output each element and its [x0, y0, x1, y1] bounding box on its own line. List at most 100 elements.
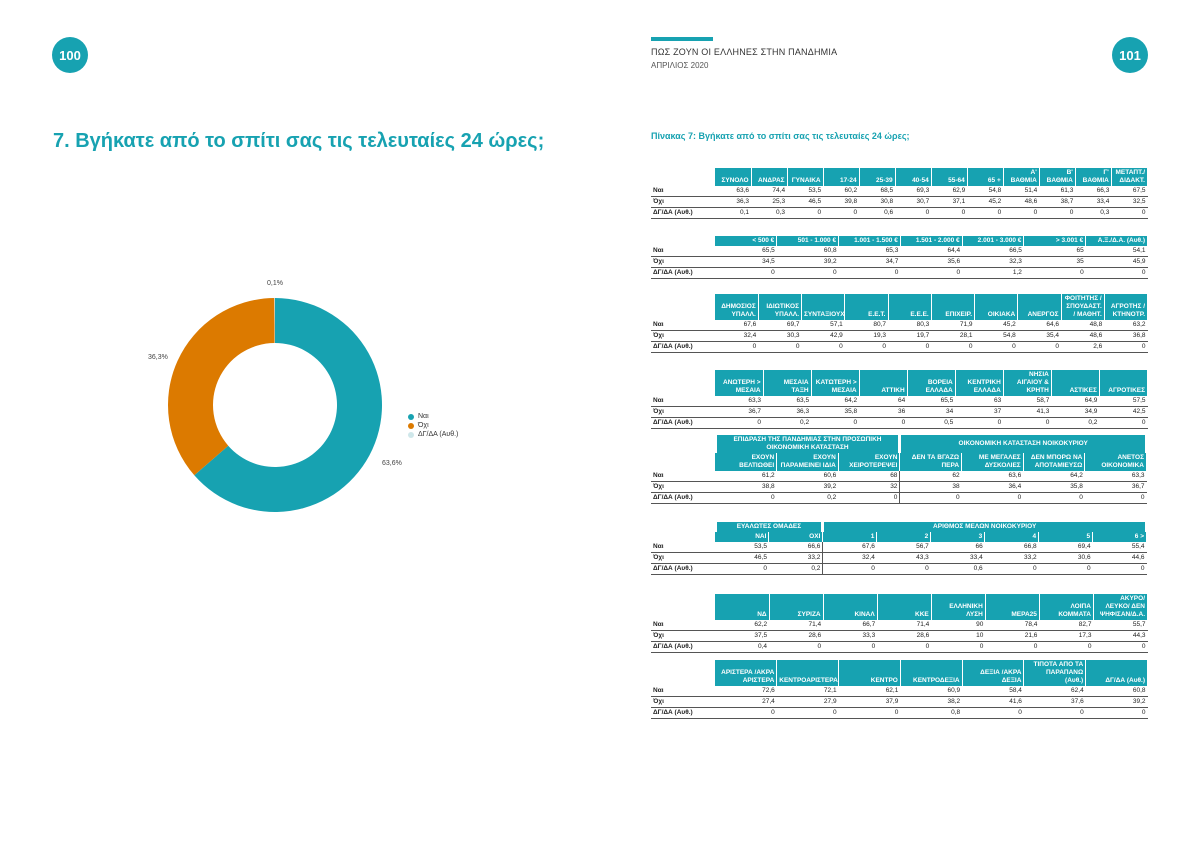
table-cell: 37 [955, 406, 1004, 418]
legend-item: Όχι [408, 421, 458, 430]
table-cell: 0 [1023, 707, 1086, 719]
table-cell: 68,5 [859, 186, 896, 197]
table-row: Ναι 62,2 71,4 66,7 71,4 90 78,4 82,7 55,7 [651, 620, 1148, 631]
column-header: ΔΕΞΙΑ /ΑΚΡΑ ΔΕΞΙΑ [962, 660, 1025, 686]
table-cell: 32,4 [715, 330, 759, 342]
donut-slice-yes [194, 298, 382, 512]
table-cell: 0 [1039, 207, 1076, 219]
column-header: ΕΠΙΧΕΙΡ. [931, 294, 976, 320]
table-cell: 0 [1017, 341, 1061, 353]
column-header: ΑΝΕΡΓΟΣ [1017, 294, 1062, 320]
column-header: ΜΕΡΑ25 [985, 594, 1040, 620]
column-header: 40-54 [895, 168, 932, 186]
column-header: ΓΥΝΑΙΚΑ [787, 168, 824, 186]
table-cell: 63,2 [1104, 320, 1148, 331]
column-header: ΚΑΤΩΤΕΡΗ > ΜΕΣΑΙΑ [811, 370, 860, 396]
column-header: 501 - 1.000 € [776, 236, 840, 246]
column-header: 2.001 - 3.000 € [962, 236, 1025, 246]
table-cell: 60,9 [900, 686, 963, 697]
table-row: Ναι 72,6 72,1 62,1 60,9 58,4 62,4 60,8 [651, 686, 1148, 697]
column-header: ΚΕΝΤΡΙΚΗ ΕΛΛΑΔΑ [955, 370, 1004, 396]
table-cell: 35,6 [900, 256, 963, 268]
table-cell: 32 [838, 481, 901, 493]
table-cell: 44,6 [1092, 552, 1147, 564]
table-cell: 0 [787, 207, 824, 219]
table-cell: 25,3 [751, 196, 788, 208]
table-cell: 66,7 [823, 620, 878, 631]
table-cell: 0 [1003, 417, 1052, 429]
column-header: ΣΥΝΤΑΞΙΟΥΧΟΣ [801, 294, 846, 320]
table-cell: 28,1 [931, 330, 975, 342]
table-cell: 36,7 [715, 406, 764, 418]
header-corner [651, 532, 715, 542]
column-header: Ε.Ε.Ε. [888, 294, 932, 320]
table-cell: 63,6 [715, 186, 752, 197]
table-cell: 63 [955, 396, 1004, 407]
column-header: ΑΝΕΤΟΣ ΟΙΚΟΝΟΜΙΚΑ [1084, 453, 1147, 471]
row-label: Ναι [651, 320, 715, 331]
crosstab-table-3: ΔΗΜΟΣΙΟΣ ΥΠΑΛΛ. ΙΔΙΩΤΙΚΟΣ ΥΠΑΛΛ. ΣΥΝΤΑΞΙΟΥ… [651, 294, 1149, 353]
group-header-blank [651, 435, 717, 453]
table-cell: 43,3 [876, 552, 931, 564]
table-cell: 34 [907, 406, 956, 418]
column-header: Α.Ξ./Δ.Α. (Αυθ.) [1085, 236, 1148, 246]
row-label: Ναι [651, 471, 715, 482]
table-cell: 46,5 [787, 196, 824, 208]
table-row: Ναι 67,6 69,7 57,1 80,7 80,3 71,9 45,2 64,6 48,8 6… [651, 320, 1148, 331]
table-cell: 0 [888, 341, 932, 353]
table-cell: 35,8 [1023, 481, 1085, 493]
group-header: ΟΙΚΟΝΟΜΙΚΗ ΚΑΤΑΣΤΑΣΗ ΝΟΙΚΟΚΥΡΙΟΥ [899, 435, 1148, 453]
table-cell: 71,4 [769, 620, 824, 631]
table-cell: 63,3 [715, 396, 764, 407]
column-header: 6 > [1092, 532, 1147, 542]
table-cell: 37,9 [838, 696, 901, 708]
table-cell: 65,5 [907, 396, 956, 407]
table-row: ΔΓ/ΔΑ (Αυθ.) 0 0,2 0 0 0,5 0 0 0,2 0 [651, 417, 1148, 429]
column-header: ΤΙΠΟΤΑ ΑΠΟ ΤΑ ΠΑΡΑΠΑΝΩ (Αυθ.) [1023, 660, 1087, 686]
column-header: ΑΤΤΙΚΗ [859, 370, 908, 396]
table-cell: 48,8 [1061, 320, 1105, 331]
row-label: ΔΓ/ΔΑ (Αυθ.) [651, 417, 715, 429]
table-cell: 33,4 [930, 552, 985, 564]
table-cell: 0 [844, 341, 888, 353]
table-cell: 64,6 [1017, 320, 1061, 331]
table-cell: 0 [1039, 641, 1094, 653]
table-cell: 30,6 [1038, 552, 1093, 564]
table-cell: 54,8 [974, 330, 1018, 342]
table-cell: 72,1 [776, 686, 839, 697]
header-corner [651, 660, 715, 686]
table-cell: 0 [900, 267, 963, 279]
table-cell: 71,4 [877, 620, 932, 631]
table-cell: 36,3 [715, 196, 752, 208]
column-header: ΜΕΣΑΙΑ ΤΑΞΗ [763, 370, 812, 396]
legend-swatch-no-answer [408, 431, 414, 438]
table-cell: 46,5 [715, 552, 769, 564]
table-cell: 0 [1085, 707, 1148, 719]
table-cell: 0 [1104, 341, 1148, 353]
table-cell: 0,3 [1075, 207, 1112, 219]
table-cell: 36 [859, 406, 908, 418]
table-cell: 42,9 [801, 330, 845, 342]
table-cell: 54,8 [967, 186, 1004, 197]
table-row: Ναι 53,5 66,6 67,6 56,7 66 66,8 69,4 55,4 [651, 542, 1147, 553]
crosstab-table-8: ΑΡΙΣΤΕΡΑ /ΑΚΡΑ ΑΡΙΣΤΕΡΑ ΚΕΝΤΡΟΑΡΙΣΤΕΡΑ ΚΕΝ… [651, 660, 1148, 719]
column-header: ΕΛΛΗΝΙΚΗ ΛΥΣΗ [931, 594, 986, 620]
table-row: Όχι 38,8 39,2 32 38 36,4 35,8 36,7 [651, 481, 1147, 493]
table-cell: 33,2 [984, 552, 1039, 564]
table-cell: 0,2 [1051, 417, 1100, 429]
row-label: Όχι [651, 406, 715, 418]
row-label: Όχι [651, 481, 715, 493]
table-cell: 0 [876, 563, 931, 575]
column-header: ΔΕΝ ΤΑ ΒΓΑΖΩ ΠΕΡΑ [899, 453, 963, 471]
column-header: 17-24 [823, 168, 860, 186]
row-label: ΔΓ/ΔΑ (Αυθ.) [651, 707, 715, 719]
table-cell: 65 [1023, 246, 1086, 257]
table-cell: 39,2 [776, 256, 839, 268]
table-cell: 0,6 [930, 563, 985, 575]
row-label: Ναι [651, 396, 715, 407]
column-header: ΝΗΣΙΑ ΑΙΓΑΙΟΥ & ΚΡΗΤΗ [1003, 370, 1052, 396]
legend-label: Ναι [418, 413, 429, 420]
table-cell: 64,2 [811, 396, 860, 407]
table-cell: 68 [838, 471, 901, 482]
table-cell: 53,5 [715, 542, 769, 553]
